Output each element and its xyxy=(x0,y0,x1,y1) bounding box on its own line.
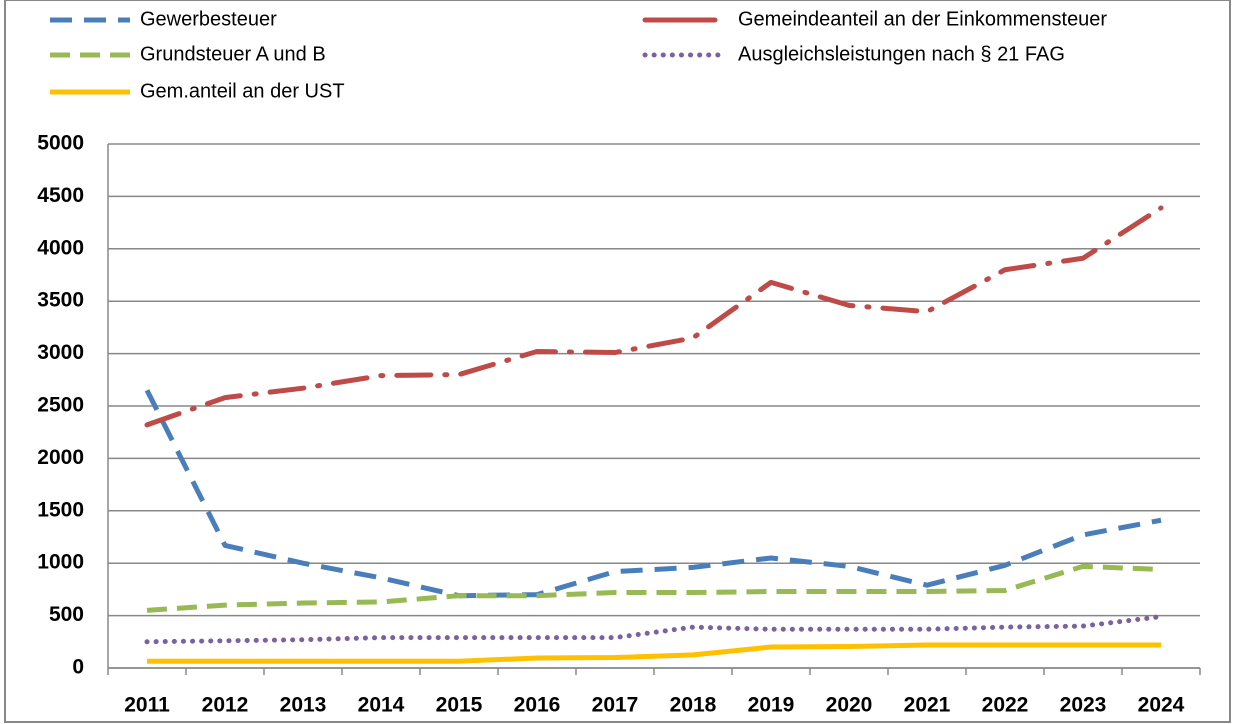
x-tick-label: 2024 xyxy=(1138,694,1185,717)
line-series xyxy=(144,205,1164,428)
line-series xyxy=(147,642,1161,664)
x-tick-label: 2014 xyxy=(358,694,405,717)
legend-label: Gem.anteil an der UST xyxy=(140,80,345,102)
x-tick-label: 2017 xyxy=(592,694,639,717)
x-tick-label: 2015 xyxy=(436,694,483,717)
y-tick-label: 4000 xyxy=(37,236,84,259)
y-tick-label: 1000 xyxy=(37,551,84,574)
x-tick-label: 2013 xyxy=(280,694,327,717)
y-tick-label: 4500 xyxy=(37,184,84,207)
x-tick-label: 2011 xyxy=(124,694,170,717)
y-tick-label: 0 xyxy=(72,656,84,679)
y-tick-label: 5000 xyxy=(37,132,84,155)
x-tick-label: 2012 xyxy=(202,694,249,717)
y-tick-label: 2500 xyxy=(37,394,84,417)
x-tick-label: 2021 xyxy=(904,694,951,717)
y-tick-label: 3000 xyxy=(37,341,84,364)
line-series xyxy=(144,614,1164,645)
y-tick-label: 500 xyxy=(49,603,84,626)
x-tick-label: 2016 xyxy=(514,694,561,717)
y-tick-label: 2000 xyxy=(37,446,84,469)
x-tick-label: 2020 xyxy=(826,694,873,717)
line-series xyxy=(146,563,1162,613)
y-tick-label: 1500 xyxy=(37,498,84,521)
x-tick-label: 2022 xyxy=(982,694,1029,717)
legend-label: Ausgleichsleistungen nach § 21 FAG xyxy=(738,43,1065,65)
legend-label: Gewerbesteuer xyxy=(140,8,277,30)
y-tick-label: 3500 xyxy=(37,289,84,312)
line-series xyxy=(144,389,1162,599)
x-tick-label: 2019 xyxy=(748,694,795,717)
legend-label: Grundsteuer A und B xyxy=(140,43,326,65)
legend-label: Gemeindeanteil an der Einkommensteuer xyxy=(738,8,1107,30)
frame xyxy=(4,0,1231,723)
x-tick-label: 2018 xyxy=(670,694,717,717)
x-tick-label: 2023 xyxy=(1060,694,1107,717)
